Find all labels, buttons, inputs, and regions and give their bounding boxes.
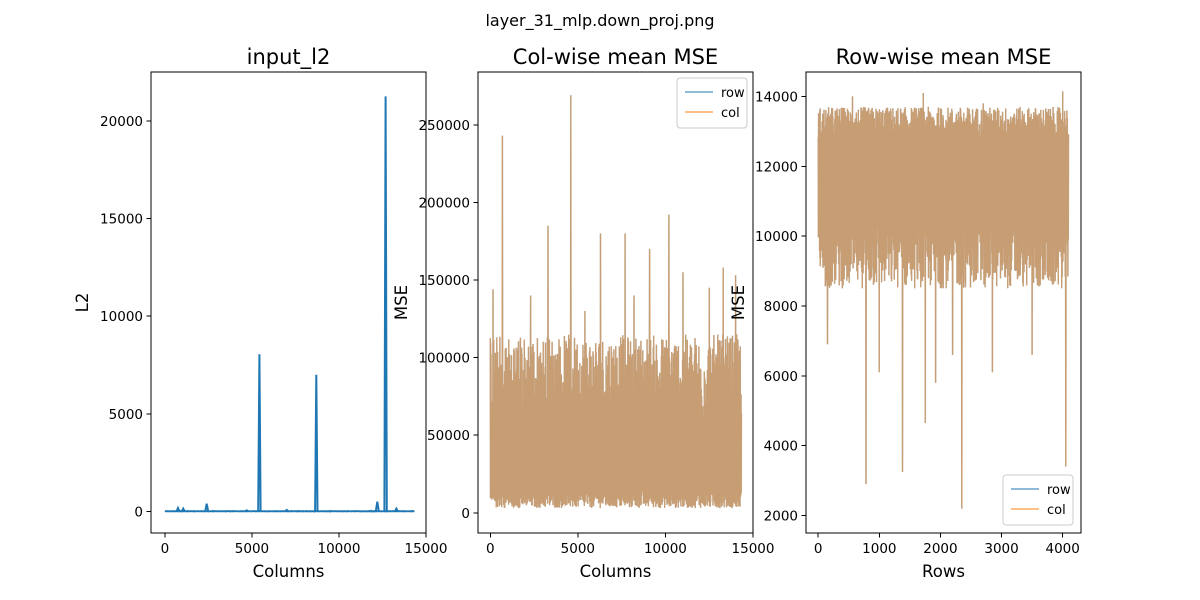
series-spike xyxy=(204,503,210,512)
legend-box xyxy=(676,77,748,129)
legend-label-row: row xyxy=(721,86,745,101)
y-tick-label: 15000 xyxy=(100,212,143,228)
y-tick-label: 100000 xyxy=(418,351,470,367)
series-line-col xyxy=(817,91,1070,509)
y-axis-title: MSE xyxy=(392,285,411,320)
x-tick-label: 1000 xyxy=(862,541,896,557)
legend: row col xyxy=(676,77,748,129)
y-tick-label: 10000 xyxy=(755,229,798,245)
y-tick-label: 0 xyxy=(461,506,470,522)
y-axis-title: MSE xyxy=(729,285,748,320)
y-tick-label: 50000 xyxy=(427,428,470,444)
legend-label-col: col xyxy=(1047,503,1066,518)
y-tick-label: 20000 xyxy=(100,114,143,130)
x-axis-title: Columns xyxy=(253,562,325,581)
series-line-col xyxy=(489,95,743,509)
panel-row-wise-mse: 0 1000 2000 3000 4000 2000 4000 6000 8000 10000 12… xyxy=(729,45,1082,581)
x-tick-label: 15000 xyxy=(732,541,775,557)
series-spike xyxy=(180,506,186,512)
panel-title: input_l2 xyxy=(247,45,331,70)
x-tick-label: 5000 xyxy=(561,541,595,557)
y-tick-label: 4000 xyxy=(764,439,798,455)
x-tick-label: 0 xyxy=(486,541,495,557)
x-tick-label: 0 xyxy=(161,541,170,557)
series-spike xyxy=(314,374,319,512)
y-tick-label: 250000 xyxy=(418,118,470,134)
x-axis-title: Rows xyxy=(922,562,965,581)
series-spike xyxy=(257,354,262,512)
y-tick-label: 0 xyxy=(134,505,143,521)
series-spike xyxy=(175,505,181,512)
legend-label-col: col xyxy=(721,106,740,121)
legend-box xyxy=(1002,474,1074,526)
panel-col-wise-mse: 0 5000 10000 150000500001000001500002000002… xyxy=(392,45,774,581)
y-tick-label: 200000 xyxy=(418,195,470,211)
y-tick-label: 150000 xyxy=(418,273,470,289)
panel-title: Row-wise mean MSE xyxy=(836,45,1052,69)
panel-input-l2: 0 5000 10000 15000 0 5000 10000 15000 20000 Colum… xyxy=(73,45,447,581)
plot-frame xyxy=(150,71,427,534)
x-tick-label: 3000 xyxy=(984,541,1018,557)
x-axis-title: Columns xyxy=(580,562,652,581)
series-spike xyxy=(284,508,289,513)
x-tick-label: 10000 xyxy=(317,541,360,557)
y-tick-label: 6000 xyxy=(764,369,798,385)
x-tick-label: 4000 xyxy=(1045,541,1079,557)
series-spike xyxy=(374,501,380,512)
series-spike xyxy=(383,96,388,512)
figure-title: layer_31_mlp.down_proj.png xyxy=(485,11,714,31)
y-tick-label: 5000 xyxy=(109,407,143,423)
legend-label-row: row xyxy=(1047,483,1071,498)
x-tick-label: 0 xyxy=(814,541,823,557)
y-tick-label: 8000 xyxy=(764,299,798,315)
y-axis-title: L2 xyxy=(73,293,92,313)
panel-title: Col-wise mean MSE xyxy=(513,45,718,69)
plot-frame xyxy=(805,71,1082,534)
x-tick-label: 15000 xyxy=(405,541,448,557)
legend: row col xyxy=(1002,474,1074,526)
y-tick-label: 2000 xyxy=(764,509,798,525)
series-spike xyxy=(244,509,249,513)
x-tick-label: 2000 xyxy=(923,541,957,557)
y-tick-label: 14000 xyxy=(755,89,798,105)
plot-frame xyxy=(477,71,754,534)
x-tick-label: 10000 xyxy=(644,541,687,557)
y-tick-label: 12000 xyxy=(755,159,798,175)
x-tick-label: 5000 xyxy=(235,541,269,557)
series-spike xyxy=(394,506,399,512)
y-tick-label: 10000 xyxy=(100,309,143,325)
